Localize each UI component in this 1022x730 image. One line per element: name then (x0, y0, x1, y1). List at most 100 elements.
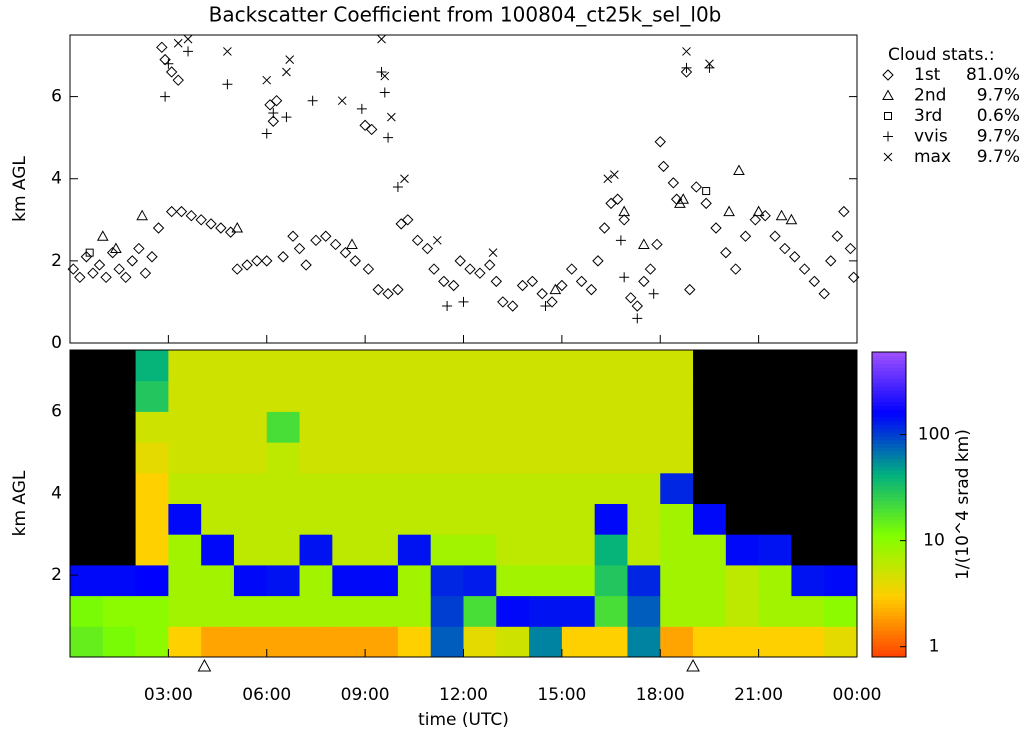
point (120, 271, 132, 284)
plot-frame (69, 349, 858, 658)
colorbar-step (872, 371, 906, 376)
point (307, 95, 318, 106)
point (838, 205, 850, 218)
cell (693, 534, 727, 566)
point (346, 238, 358, 249)
colorbar-step (872, 355, 906, 361)
point (825, 255, 837, 267)
cell (332, 503, 366, 535)
point (173, 38, 183, 48)
cell (561, 626, 596, 658)
point (526, 275, 539, 288)
cell (758, 626, 792, 658)
cell (496, 503, 530, 535)
legend-value: 9.7% (977, 127, 1020, 147)
cell (102, 503, 137, 535)
point (775, 209, 788, 221)
colorbar-step (872, 508, 906, 513)
cell (496, 534, 530, 566)
cell (693, 442, 727, 474)
point (432, 235, 442, 245)
cell (365, 350, 399, 382)
point (100, 271, 112, 284)
point (156, 41, 168, 54)
cell (397, 472, 432, 504)
point (438, 275, 450, 288)
legend-marker (883, 131, 893, 142)
point (484, 259, 496, 271)
colorbar-step (872, 523, 906, 528)
point (222, 79, 233, 90)
point (549, 283, 562, 295)
cell (594, 350, 628, 382)
cell (233, 564, 268, 597)
cell (266, 564, 301, 597)
colorbar-step (872, 519, 906, 525)
point (337, 96, 347, 106)
cell (201, 411, 235, 443)
cell (299, 564, 333, 597)
cell (561, 503, 596, 535)
y-axis-label: km AGL (10, 470, 30, 536)
point (769, 230, 781, 242)
legend-label: vvis (914, 127, 948, 147)
point (160, 91, 171, 102)
cell (627, 411, 661, 443)
colorbar-step (872, 451, 906, 456)
colorbar-step (872, 359, 906, 364)
colorbar-step (872, 500, 906, 505)
point (464, 263, 476, 275)
y-tick-label: 6 (51, 87, 62, 107)
point (516, 279, 529, 292)
colorbar-step (872, 447, 906, 452)
cell (266, 350, 301, 382)
cell (365, 626, 399, 658)
colorbar-step (872, 352, 906, 357)
point (603, 174, 613, 184)
colorbar-step (872, 538, 906, 544)
colorbar-step (872, 622, 906, 627)
cell (824, 411, 858, 443)
cell (725, 350, 760, 382)
cell (660, 442, 694, 474)
cell (791, 350, 825, 382)
plot-frame (69, 34, 858, 344)
point (618, 214, 630, 226)
y-tick-label: 4 (51, 169, 62, 189)
point (139, 267, 152, 279)
point (490, 275, 502, 288)
colorbar-step (872, 374, 906, 380)
point (146, 251, 158, 263)
cell (758, 380, 792, 412)
cell (299, 472, 333, 504)
cell (496, 350, 530, 382)
cell (135, 350, 169, 382)
legend-title: Cloud stats.: (888, 45, 995, 65)
cell (496, 564, 530, 597)
colorbar-step (872, 637, 906, 643)
cell (529, 350, 563, 382)
cell (529, 534, 563, 566)
cell (397, 595, 432, 627)
point (185, 209, 198, 222)
colorbar-step (872, 615, 906, 620)
cell (791, 442, 825, 474)
cell (332, 411, 366, 443)
point (293, 242, 306, 255)
cell (463, 534, 497, 566)
cell (233, 472, 268, 504)
cell (693, 472, 727, 504)
x-tick-label: 18:00 (636, 685, 685, 705)
point (566, 263, 578, 275)
cell (627, 380, 661, 412)
cell (365, 442, 399, 474)
point (400, 174, 409, 184)
colorbar-step (872, 554, 906, 559)
colorbar-step (872, 413, 906, 418)
cell (233, 503, 268, 535)
cell (594, 442, 628, 474)
cell (660, 350, 694, 382)
point (648, 288, 659, 299)
point (339, 246, 352, 259)
point (690, 181, 703, 193)
